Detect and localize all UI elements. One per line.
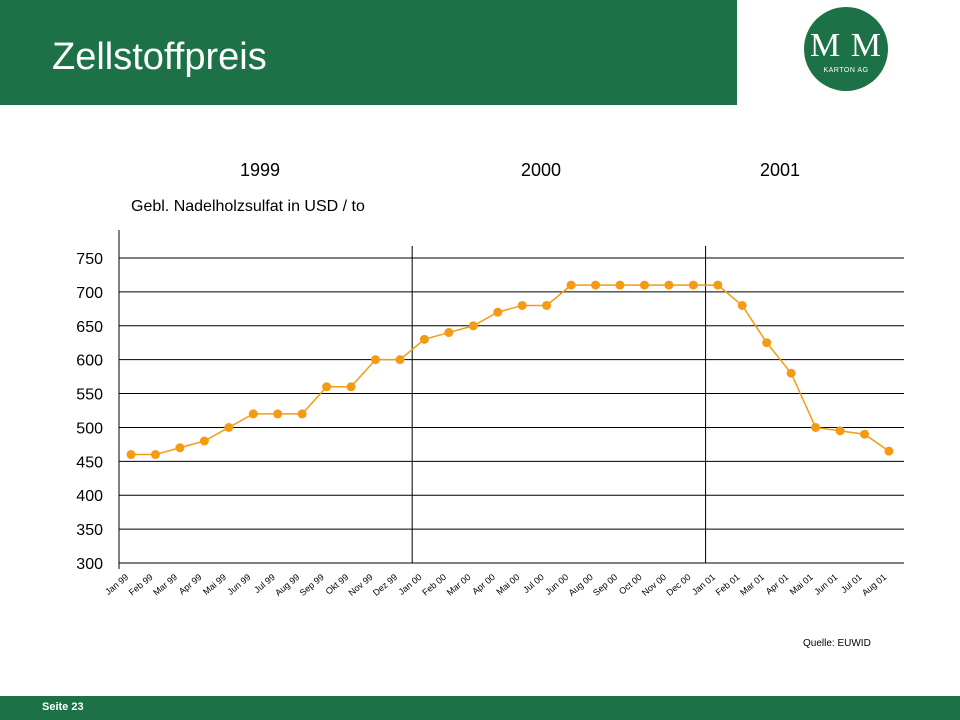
x-tick-label: Jul 00 (521, 572, 546, 595)
data-point (150, 450, 160, 460)
x-tick-label: Aug 01 (860, 572, 888, 598)
x-tick-label: Dez 99 (371, 572, 399, 598)
x-tick-label: Feb 01 (714, 572, 742, 598)
source-note: Quelle: EUWID (803, 638, 871, 649)
data-point (248, 409, 258, 419)
data-point (884, 446, 894, 456)
x-tick-label: Mai 01 (788, 572, 815, 597)
y-axis-label: Gebl. Nadelholzsulfat in USD / to (131, 198, 365, 215)
x-tick-label: Jun 99 (225, 572, 252, 597)
x-tick-label: Nov 99 (347, 572, 375, 598)
y-tick-label: 500 (76, 420, 103, 437)
page-number: Seite 23 (42, 701, 84, 713)
data-point (419, 334, 429, 344)
data-point (371, 355, 380, 365)
y-tick-label: 350 (76, 522, 103, 539)
x-tick-label: Mai 99 (201, 572, 228, 597)
data-point (322, 382, 332, 392)
footer-bar: Seite 23 (0, 696, 960, 720)
data-point (542, 300, 552, 310)
x-tick-label: Sep 99 (298, 572, 326, 598)
data-point (639, 280, 649, 290)
data-point (713, 280, 723, 290)
data-point (468, 321, 478, 331)
logo-initials: M M (810, 27, 882, 64)
x-tick-label: Mar 01 (738, 572, 766, 598)
x-tick-label: Mar 00 (445, 572, 473, 598)
x-tick-label: Feb 99 (127, 572, 155, 598)
y-tick-label: 600 (76, 353, 103, 370)
data-point (811, 422, 821, 432)
page-title: Zellstoffpreis (52, 36, 267, 78)
data-point (737, 300, 747, 310)
data-point (199, 436, 209, 446)
data-point (566, 280, 576, 290)
company-logo: M M KARTON AG (804, 7, 888, 91)
logo-box: M M KARTON AG (737, 0, 960, 105)
x-tick-label: Jan 99 (103, 572, 130, 597)
x-tick-label: Dec 00 (664, 572, 692, 598)
data-point (860, 429, 869, 439)
data-point (688, 280, 698, 290)
data-point (395, 355, 405, 365)
data-point (346, 382, 356, 392)
y-tick-label: 700 (76, 285, 103, 302)
x-tick-label: Mai 00 (494, 572, 521, 597)
data-point (444, 328, 454, 338)
data-point (273, 409, 283, 419)
data-point (126, 450, 136, 460)
year-label-2001: 2001 (760, 160, 801, 180)
data-point (762, 338, 772, 348)
y-tick-label: 650 (76, 319, 103, 336)
data-point (786, 368, 796, 378)
x-tick-label: Mar 99 (151, 572, 179, 598)
data-point (224, 422, 234, 432)
data-point (493, 307, 503, 317)
x-tick-label: Jun 00 (543, 572, 570, 597)
series-line (131, 284, 890, 456)
data-point (297, 409, 307, 419)
x-tick-label: Jun 01 (812, 572, 839, 597)
y-tick-label: 300 (76, 556, 103, 573)
x-tick-label: Okt 99 (324, 572, 351, 597)
x-tick-label: Jan 01 (690, 572, 717, 597)
logo-subtitle: KARTON AG (823, 67, 869, 74)
x-tick-label: Sep 00 (591, 572, 619, 598)
x-tick-label: Aug 00 (567, 572, 595, 598)
year-label-1999: 1999 (240, 160, 281, 180)
data-point (835, 426, 845, 436)
y-tick-label: 550 (76, 387, 103, 404)
data-point (664, 280, 674, 290)
x-tick-label: Nov 00 (640, 572, 668, 598)
year-label-2000: 2000 (521, 160, 562, 180)
y-tick-label: 750 (76, 251, 103, 268)
x-tick-label: Apr 01 (764, 572, 791, 597)
x-tick-label: Oct 00 (617, 572, 644, 597)
y-tick-label: 450 (76, 454, 103, 471)
data-point (517, 300, 527, 310)
data-point (591, 280, 601, 290)
y-tick-label: 400 (76, 488, 103, 505)
x-tick-label: Apr 99 (177, 572, 204, 597)
x-tick-label: Feb 00 (420, 572, 448, 598)
data-point (175, 443, 185, 453)
x-tick-label: Jan 00 (397, 572, 424, 597)
x-tick-label: Aug 99 (273, 572, 301, 598)
x-tick-label: Apr 00 (470, 572, 497, 597)
data-point (615, 280, 625, 290)
header-bar: Zellstoffpreis M M KARTON AG (0, 0, 960, 105)
